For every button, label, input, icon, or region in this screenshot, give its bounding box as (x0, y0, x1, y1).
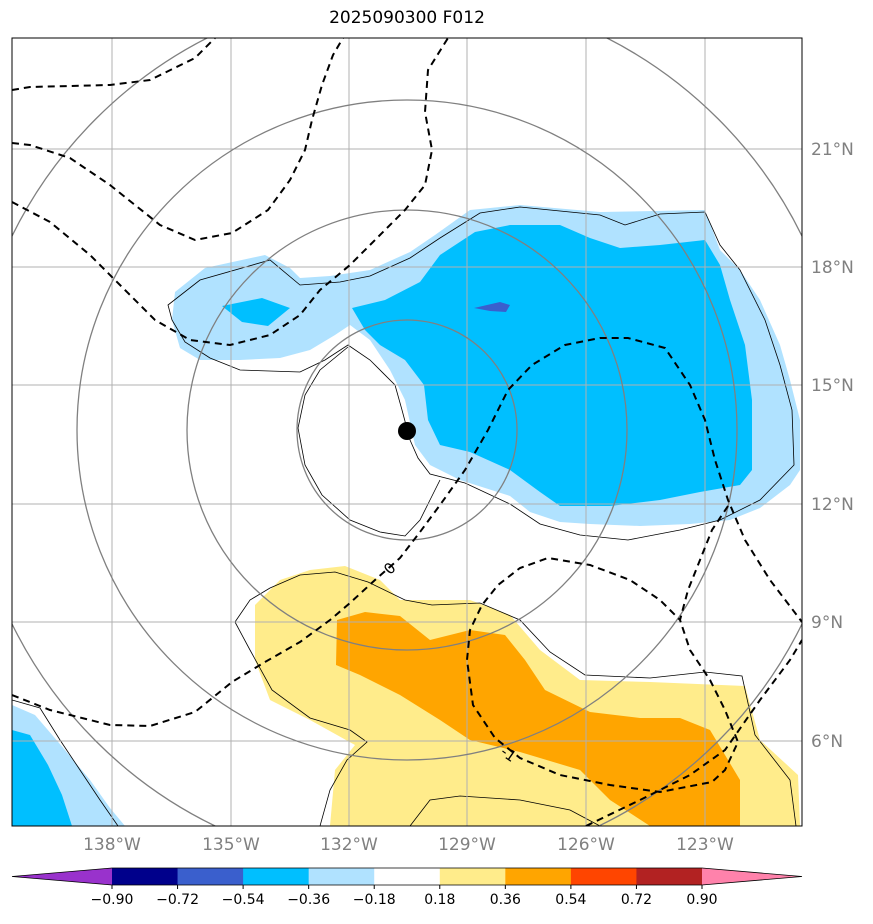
contour-se (585, 639, 802, 826)
lon-label-132w: 132°W (320, 835, 378, 855)
colorbar-segment (570, 868, 637, 885)
negative-shade-sw-mid (12, 730, 72, 826)
colorbar-tick-label: −0.36 (287, 892, 330, 908)
colorbar-tick-label: −0.72 (156, 892, 199, 908)
colorbar-tick-label: 0.18 (424, 892, 455, 908)
colorbar-tick-label: 0.90 (686, 892, 717, 908)
colorbar-tick-label: −0.90 (91, 892, 134, 908)
range-ring-3 (76, 99, 738, 761)
longitude-labels: 138°W 135°W 132°W 129°W 126°W 123°W (83, 835, 734, 855)
lon-label-135w: 135°W (202, 835, 260, 855)
lat-label-6n: 6°N (811, 732, 843, 752)
shade-outline-layer (12, 206, 797, 826)
lat-label-21n: 21°N (811, 140, 854, 160)
shading-layer (12, 205, 800, 826)
colorbar-segment (308, 868, 375, 885)
shade-outline-south (234, 571, 797, 826)
contour-nw-3 (12, 38, 449, 347)
dashed-contours (12, 38, 802, 826)
shade-outline-south3 (409, 795, 601, 826)
range-ring-1 (296, 319, 518, 541)
colorbar-segment (439, 868, 506, 885)
colorbar-tick-label: 0.36 (490, 892, 521, 908)
shade-outline-south2 (234, 621, 368, 826)
colorbar-segment (374, 868, 441, 885)
contour-zero (12, 337, 802, 728)
lon-label-123w: 123°W (676, 835, 734, 855)
positive-shade-mid (336, 612, 740, 826)
lon-label-126w: 126°W (557, 835, 615, 855)
shade-outline-north (167, 206, 795, 541)
contour-nw-2 (12, 38, 344, 242)
colorbar-tick-label: −0.18 (353, 892, 396, 908)
colorbar-tick-label: −0.54 (222, 892, 265, 908)
colorbar-segment (505, 868, 572, 885)
lat-label-18n: 18°N (811, 258, 854, 278)
graticule (12, 38, 802, 826)
shade-outline-inner (297, 346, 441, 537)
map-title: 2025090300 F012 (329, 8, 485, 28)
negative-shade-strong (474, 302, 510, 312)
map-frame (11, 37, 803, 827)
lat-label-15n: 15°N (811, 376, 854, 396)
negative-shade-mid-nw (222, 298, 290, 326)
colorbar-segment (177, 868, 244, 885)
colorbar-tick-label: 0.54 (555, 892, 586, 908)
map-area (12, 38, 802, 826)
lon-label-129w: 129°W (438, 835, 496, 855)
lat-label-9n: 9°N (811, 613, 843, 633)
range-ring-2 (186, 209, 628, 651)
contour-nw-1 (12, 38, 216, 91)
colorbar-segment (636, 868, 703, 885)
storm-center-marker (398, 422, 416, 440)
negative-shade-mid (352, 225, 752, 506)
lon-label-138w: 138°W (83, 835, 141, 855)
colorbar: −0.90 −0.72 −0.54 −0.36 −0.18 0.18 0.36 0.54 0.7… (11, 867, 803, 908)
colorbar-extend-low (12, 868, 112, 885)
latitude-labels: 21°N 18°N 15°N 12°N 9°N 6°N (811, 140, 854, 752)
colorbar-segment (243, 868, 310, 885)
colorbar-tick-label: 0.72 (621, 892, 652, 908)
lat-label-12n: 12°N (811, 495, 854, 515)
range-rings (12, 38, 802, 826)
colorbar-extend-high (702, 868, 802, 885)
contour-minus-one (465, 505, 740, 794)
shade-outline-sw (12, 699, 119, 826)
contour-label-zero: 0 (380, 559, 399, 578)
colorbar-segment (112, 868, 179, 885)
